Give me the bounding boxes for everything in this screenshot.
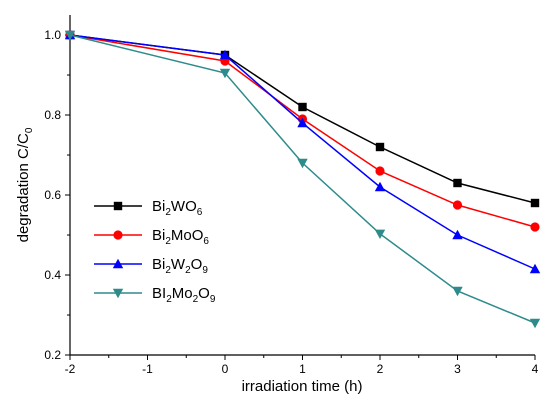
data-point	[297, 158, 308, 169]
data-point	[219, 49, 231, 60]
series-line	[69, 34, 536, 270]
data-point	[219, 68, 231, 79]
legend-label-part: Bi	[152, 227, 165, 244]
data-point	[529, 318, 541, 329]
x-tick-label: 0	[222, 362, 229, 376]
y-tick-label: 0.2	[44, 348, 61, 362]
legend-label-part: WO	[171, 198, 197, 215]
y-tick-label: 0.4	[44, 268, 61, 282]
legend-label: Bi2WO6	[152, 198, 203, 218]
series-layer	[64, 29, 541, 329]
legend-label-subscript: 9	[210, 294, 216, 305]
legend-marker	[113, 201, 123, 211]
legend-label: Bi2W2O9	[152, 256, 208, 276]
data-point	[453, 178, 462, 188]
legend-label-part: W	[171, 256, 186, 273]
series-2	[64, 29, 541, 274]
data-point	[375, 142, 385, 152]
legend-label-subscript: 2	[185, 265, 191, 276]
x-tick-label: 1	[299, 362, 306, 376]
y-ticks: 0.2 0.4 0.6 0.8 1.0	[44, 28, 70, 362]
x-tick-label: 2	[377, 362, 384, 376]
legend-item: Bi2W2O9	[94, 256, 208, 276]
legend-label-subscript: 9	[202, 265, 208, 276]
y-axis-title-sub: 0	[24, 127, 35, 133]
legend-label-part: O	[191, 256, 203, 273]
legend-item: Bi2MoO6	[94, 227, 209, 247]
data-point	[529, 263, 541, 274]
legend-item: BI2Mo2O9	[94, 285, 216, 305]
x-axis-title: irradiation time (h)	[242, 378, 363, 395]
legend-label-part: MoO	[171, 227, 204, 244]
legend-label-subscript: 2	[165, 207, 171, 218]
legend-label-part: Bi	[152, 198, 165, 215]
data-point	[530, 198, 540, 208]
data-point	[298, 102, 307, 112]
legend-label-part: BI	[152, 285, 166, 302]
legend-marker	[112, 288, 124, 299]
y-tick-label: 0.8	[44, 108, 61, 122]
series-line	[69, 34, 536, 324]
legend-label: BI2Mo2O9	[152, 285, 216, 305]
data-point	[375, 166, 385, 176]
legend-label: Bi2MoO6	[152, 227, 209, 247]
x-tick-label: -2	[65, 362, 76, 376]
x-ticks: -2 -1 0 1 2 3 4	[65, 355, 539, 376]
y-tick-label: 0.6	[44, 188, 61, 202]
y-axis-title-main: degradation C/C	[15, 133, 32, 242]
legend-label-subscript: 2	[166, 294, 172, 305]
data-point	[452, 229, 463, 240]
series-line	[69, 34, 536, 228]
legend-label-part: Bi	[152, 256, 165, 273]
data-point	[374, 181, 386, 192]
data-point	[64, 30, 76, 41]
data-point	[452, 200, 463, 210]
legend-label-subscript: 6	[203, 236, 209, 247]
legend-label-subscript: 6	[197, 207, 203, 218]
x-tick-label: 4	[532, 362, 539, 376]
legend-label-part: Mo	[172, 285, 193, 302]
y-axis-title: degradation C/C0	[15, 127, 35, 242]
data-point	[530, 222, 540, 232]
data-point	[297, 117, 308, 128]
x-tick-label: 3	[454, 362, 461, 376]
series-1	[65, 30, 540, 232]
legend-label-subscript: 2	[193, 294, 199, 305]
legend-marker	[112, 258, 124, 269]
legend-marker	[113, 230, 123, 240]
x-tick-label: -1	[142, 362, 153, 376]
data-point	[452, 286, 463, 297]
legend-label-part: O	[198, 285, 210, 302]
data-point	[374, 229, 386, 239]
y-tick-label: 1.0	[44, 28, 61, 42]
legend-item: Bi2WO6	[94, 198, 203, 218]
series-3	[64, 30, 541, 329]
legend-label-subscript: 2	[165, 265, 171, 276]
legend-label-subscript: 2	[165, 236, 171, 247]
